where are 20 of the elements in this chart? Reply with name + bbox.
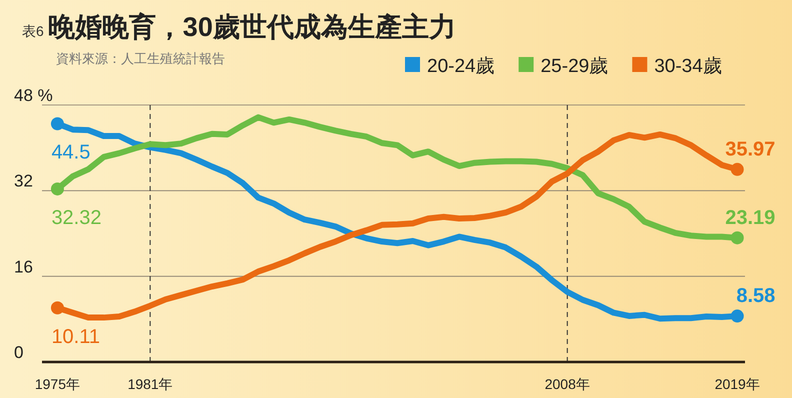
text: 表6 xyxy=(22,23,44,39)
data-label: 35.97 xyxy=(725,138,776,160)
y-tick-label: 48 % xyxy=(14,86,53,105)
y-tick-label: 0 xyxy=(14,343,24,362)
data-label: 23.19 xyxy=(725,206,776,229)
chart-subtitle: 資料來源：人工生殖統計報告 xyxy=(56,51,225,66)
legend-label: 30-34歲 xyxy=(654,56,722,77)
x-tick-label: 1975年 xyxy=(34,376,80,392)
x-tick-label: 1981年 xyxy=(128,376,173,392)
data-label: 32.32 xyxy=(51,206,102,229)
legend-label: 25-29歲 xyxy=(540,56,608,77)
data-label: 8.58 xyxy=(736,285,776,308)
x-tick-label: 2008年 xyxy=(544,376,590,392)
y-tick-label: 16 xyxy=(14,257,33,276)
data-label: 10.11 xyxy=(51,326,100,348)
data-label: 44.5 xyxy=(51,142,90,164)
y-tick-label: 32 xyxy=(14,172,33,191)
legend-label: 20-24歲 xyxy=(427,56,495,77)
chart-title: 晚婚晚育，30歲世代成為生產主力 xyxy=(48,12,456,42)
x-tick-label: 2019年 xyxy=(714,376,760,392)
